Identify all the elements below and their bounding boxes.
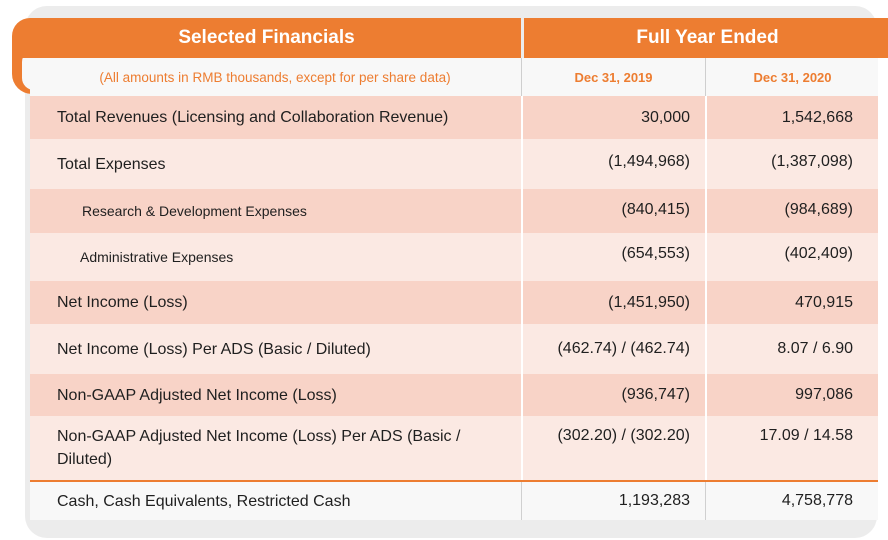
- row-label: Non-GAAP Adjusted Net Income (Loss): [57, 386, 337, 404]
- header-title-left: Selected Financials: [12, 18, 521, 58]
- value-2019: 1,193,283: [618, 492, 690, 509]
- cell-divider: [521, 189, 523, 233]
- header-title-right: Full Year Ended: [524, 18, 888, 58]
- cell-divider: [521, 281, 523, 324]
- value-2020: (1,387,098): [771, 153, 853, 170]
- column-header-2020: Dec 31, 2020: [753, 69, 832, 85]
- table-row: Research & Development Expenses (840,415…: [30, 189, 878, 233]
- cell-divider: [705, 281, 707, 324]
- cell-divider: [705, 189, 707, 233]
- amounts-note: (All amounts in RMB thousands, except fo…: [99, 69, 451, 85]
- cell-divider: [521, 416, 523, 480]
- value-2020: (984,689): [784, 201, 854, 218]
- value-2019: (1,451,950): [608, 293, 690, 311]
- row-label: Total Revenues (Licensing and Collaborat…: [57, 109, 449, 126]
- table-row: Administrative Expenses (654,553) (402,4…: [30, 233, 878, 281]
- cell-divider: [521, 374, 523, 416]
- value-2019: (462.74) / (462.74): [557, 340, 690, 357]
- value-2020: 1,542,668: [781, 108, 853, 126]
- value-2019: (936,747): [621, 386, 691, 403]
- column-divider: [521, 58, 522, 96]
- table-row: Non-GAAP Adjusted Net Income (Loss) (936…: [30, 374, 878, 416]
- value-2020: 17.09 / 14.58: [759, 427, 853, 444]
- table-row: Total Expenses (1,494,968) (1,387,098): [30, 139, 878, 189]
- cell-divider: [705, 416, 707, 480]
- table-row: Total Revenues (Licensing and Collaborat…: [30, 96, 878, 139]
- cell-divider: [705, 482, 706, 520]
- row-label: Net Income (Loss): [57, 294, 188, 311]
- table-row: Non-GAAP Adjusted Net Income (Loss) Per …: [30, 416, 878, 480]
- cell-divider: [521, 139, 523, 189]
- cell-divider: [705, 374, 707, 416]
- row-label: Research & Development Expenses: [82, 202, 307, 219]
- value-2019: (654,553): [621, 245, 691, 262]
- row-label: Non-GAAP Adjusted Net Income (Loss) Per …: [57, 428, 461, 468]
- value-2019: 30,000: [641, 108, 690, 126]
- value-2020: 470,915: [795, 293, 853, 311]
- value-2019: (840,415): [621, 201, 691, 218]
- value-2020: 997,086: [795, 386, 853, 403]
- cell-divider: [521, 482, 522, 520]
- column-header-2019: Dec 31, 2019: [574, 69, 653, 85]
- value-2020: 4,758,778: [781, 492, 853, 509]
- table-row: Net Income (Loss) Per ADS (Basic / Dilut…: [30, 324, 878, 374]
- column-subheader: (All amounts in RMB thousands, except fo…: [30, 58, 878, 96]
- row-label: Net Income (Loss) Per ADS (Basic / Dilut…: [57, 340, 371, 358]
- table-row: Net Income (Loss) (1,451,950) 470,915: [30, 281, 878, 324]
- cell-divider: [521, 324, 523, 374]
- cell-divider: [705, 233, 707, 281]
- value-2020: (402,409): [784, 245, 854, 262]
- cell-divider: [705, 139, 707, 189]
- value-2019: (302.20) / (302.20): [557, 427, 690, 444]
- column-divider: [705, 58, 706, 96]
- cell-divider: [705, 324, 707, 374]
- table-row: Cash, Cash Equivalents, Restricted Cash …: [30, 480, 878, 520]
- value-2019: (1,494,968): [608, 153, 690, 170]
- cell-divider: [521, 233, 523, 281]
- value-2020: 8.07 / 6.90: [777, 340, 853, 357]
- row-label: Total Expenses: [57, 155, 166, 173]
- row-label: Cash, Cash Equivalents, Restricted Cash: [57, 492, 351, 510]
- cell-divider: [521, 96, 523, 139]
- row-label: Administrative Expenses: [80, 248, 234, 265]
- cell-divider: [705, 96, 707, 139]
